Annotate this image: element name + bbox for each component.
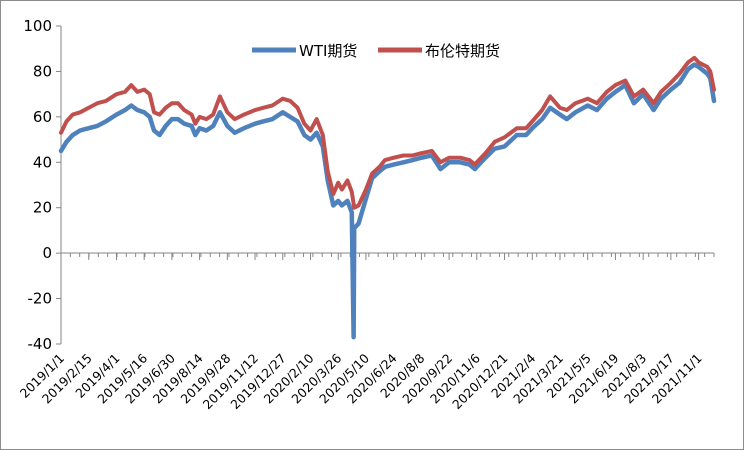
y-tick-label: 20 — [33, 199, 52, 217]
y-tick-label: 40 — [33, 153, 52, 171]
y-tick-label: 80 — [33, 62, 52, 80]
y-tick-label: 0 — [42, 244, 52, 262]
y-tick-label: 100 — [23, 17, 52, 35]
y-tick-label: -20 — [28, 290, 53, 308]
x-axis-ticks: 2019/1/12019/2/152019/4/12019/5/162019/6… — [17, 253, 715, 412]
legend-label-brent: 布伦特期货 — [425, 42, 500, 60]
y-tick-label: -40 — [28, 335, 53, 353]
y-tick-label: 60 — [33, 108, 52, 126]
series-line-wti — [58, 62, 717, 340]
series-layer — [58, 55, 717, 340]
legend: WTI期货 布伦特期货 — [252, 42, 500, 60]
series-line-brent — [59, 55, 716, 210]
y-axis-ticks: 100 80 60 40 20 0 -20 -40 — [23, 17, 61, 353]
axes — [60, 26, 714, 344]
legend-label-wti: WTI期货 — [299, 42, 357, 60]
